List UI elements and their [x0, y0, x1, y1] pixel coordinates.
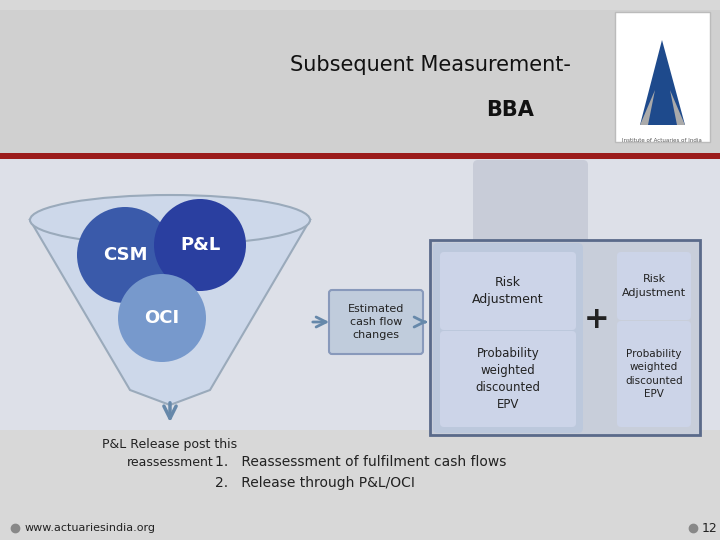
- Bar: [0, 0, 720, 10]
- FancyBboxPatch shape: [610, 243, 698, 433]
- Text: Institute of Actuaries of India: Institute of Actuaries of India: [622, 138, 702, 143]
- FancyBboxPatch shape: [430, 240, 700, 435]
- Text: 2.   Release through P&L/OCI: 2. Release through P&L/OCI: [215, 476, 415, 490]
- FancyBboxPatch shape: [440, 252, 576, 330]
- Text: 1.   Reassessment of fulfilment cash flows: 1. Reassessment of fulfilment cash flows: [215, 455, 506, 469]
- Text: Estimated
cash flow
changes: Estimated cash flow changes: [348, 304, 404, 340]
- Text: +: +: [584, 306, 610, 334]
- Circle shape: [77, 207, 173, 303]
- Text: Probability
weighted
discounted
EPV: Probability weighted discounted EPV: [625, 349, 683, 399]
- Bar: [0, 0, 720, 155]
- Text: P&L: P&L: [180, 236, 220, 254]
- Text: CSM: CSM: [103, 246, 148, 264]
- Polygon shape: [640, 40, 685, 125]
- FancyBboxPatch shape: [440, 331, 576, 427]
- Polygon shape: [30, 220, 310, 405]
- Circle shape: [118, 274, 206, 362]
- Bar: [0, 430, 720, 540]
- Polygon shape: [640, 90, 655, 125]
- Text: BBA: BBA: [486, 100, 534, 120]
- Bar: [0, 153, 720, 159]
- FancyBboxPatch shape: [433, 243, 583, 433]
- Text: Risk
Adjustment: Risk Adjustment: [472, 276, 544, 306]
- Text: OCI: OCI: [145, 309, 179, 327]
- Text: Probability
weighted
discounted
EPV: Probability weighted discounted EPV: [475, 347, 541, 411]
- Text: P&L Release post this
reassessment: P&L Release post this reassessment: [102, 438, 238, 469]
- FancyBboxPatch shape: [473, 160, 588, 265]
- FancyBboxPatch shape: [615, 12, 710, 142]
- Text: www.actuariesindia.org: www.actuariesindia.org: [25, 523, 156, 533]
- Polygon shape: [670, 90, 685, 125]
- FancyBboxPatch shape: [617, 252, 691, 320]
- Circle shape: [154, 199, 246, 291]
- FancyBboxPatch shape: [617, 321, 691, 427]
- Bar: [0, 155, 720, 435]
- Text: 12: 12: [702, 522, 718, 535]
- Text: Subsequent Measurement-: Subsequent Measurement-: [289, 55, 570, 75]
- FancyBboxPatch shape: [329, 290, 423, 354]
- Text: Risk
Adjustment: Risk Adjustment: [622, 274, 686, 298]
- Ellipse shape: [30, 195, 310, 245]
